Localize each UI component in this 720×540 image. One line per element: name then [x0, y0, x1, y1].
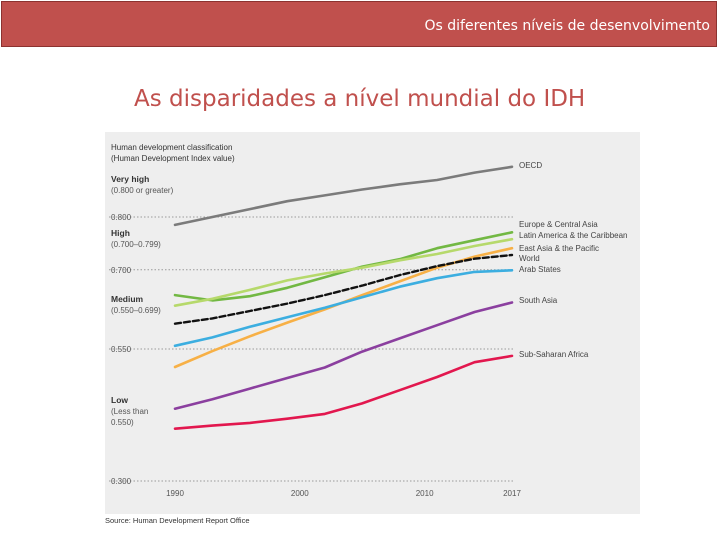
legend-entry: World — [519, 254, 540, 263]
grid-layer — [109, 216, 515, 482]
band-range: 0.550) — [111, 418, 134, 427]
band-heading: Low — [111, 395, 128, 405]
band-range: (0.700–0.799) — [111, 240, 161, 249]
band-heading: Very high — [111, 174, 149, 184]
chart-subtitle: (Human Development Index value) — [111, 154, 235, 163]
legend-entry: Sub-Saharan Africa — [519, 350, 589, 359]
legend-entry: South Asia — [519, 296, 558, 305]
hdi-line-chart: Human development classification (Human … — [109, 143, 628, 498]
y-tick-label: 0.800 — [111, 213, 132, 222]
x-tick-label: 2017 — [503, 489, 521, 498]
x-tick-label: 2010 — [416, 489, 434, 498]
legend-entry: East Asia & the Pacific — [519, 244, 599, 253]
legend: OECD Europe & Central Asia Latin America &… — [519, 161, 628, 359]
series-line — [173, 301, 514, 411]
banner-text: Os diferentes níveis de desenvolvimento — [424, 18, 710, 34]
band-range: (0.550–0.699) — [111, 306, 161, 315]
band-range: (Less than — [111, 407, 148, 416]
band-heading: Medium — [111, 294, 144, 304]
series-line — [173, 354, 514, 431]
series-line — [173, 165, 514, 227]
y-tick-label: 0.700 — [111, 266, 132, 275]
series-lines — [173, 165, 514, 431]
legend-entry: Europe & Central Asia — [519, 220, 598, 229]
band-heading: High — [111, 228, 130, 238]
series-line — [173, 269, 514, 348]
band-range: (0.800 or greater) — [111, 186, 174, 195]
axis-ticks: 0.300 0.550 0.700 0.800 1990 2000 2010 2017 — [111, 213, 521, 498]
legend-entry: Arab States — [519, 265, 561, 274]
chart-panel: Human development classification (Human … — [105, 132, 640, 514]
top-banner: Os diferentes níveis de desenvolvimento — [1, 1, 717, 47]
x-tick-label: 2000 — [291, 489, 309, 498]
legend-entry: OECD — [519, 161, 542, 170]
x-tick-label: 1990 — [166, 489, 184, 498]
band-labels: Very high (0.800 or greater) High (0.700–0.… — [111, 174, 174, 427]
source-note: Source: Human Development Report Office — [105, 516, 250, 525]
series-line — [173, 237, 514, 307]
y-tick-label: 0.550 — [111, 345, 132, 354]
series-line — [173, 253, 514, 325]
slide-title: As disparidades a nível mundial do IDH — [134, 86, 586, 112]
legend-entry: Latin America & the Caribbean — [519, 231, 628, 240]
chart-title: Human development classification — [111, 143, 232, 152]
y-tick-label: 0.300 — [111, 477, 132, 486]
